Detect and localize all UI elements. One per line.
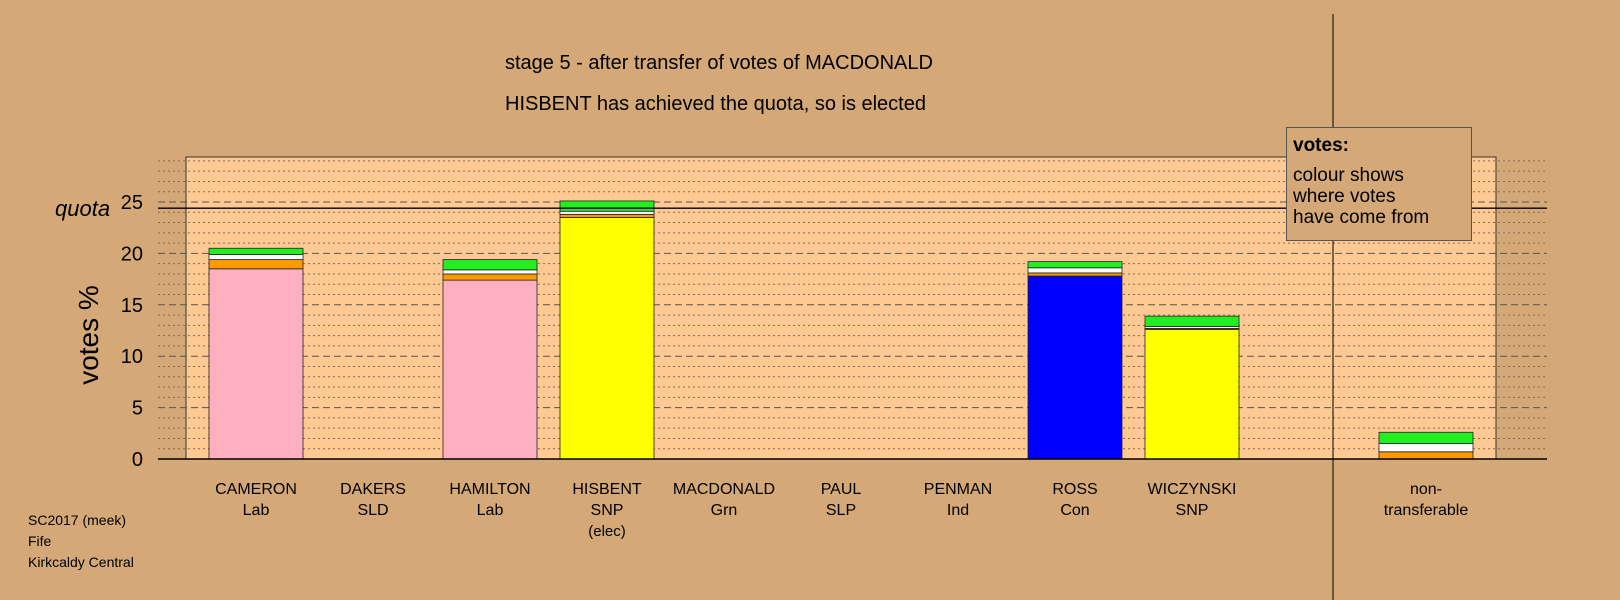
bar-segment [208, 268, 304, 460]
candidate-party: Ind [946, 502, 970, 519]
candidate-name: HISBENT [572, 481, 642, 498]
candidate-party: Grn [710, 502, 738, 519]
candidate-party: Lab [242, 502, 270, 519]
candidate-party: transferable [1383, 502, 1469, 519]
bar-segment [1378, 443, 1474, 453]
candidate-label: CAMERON Lab [196, 479, 316, 521]
y-tick-label: 0 [132, 449, 143, 471]
legend-line: where votes [1293, 186, 1396, 207]
bar-segment [1027, 272, 1123, 277]
y-tick-label: 25 [121, 192, 143, 214]
candidate-name: HAMILTON [449, 481, 531, 498]
bar-segment [1378, 431, 1474, 444]
bar-segment [442, 279, 538, 460]
candidate-label: PENMAN Ind [898, 479, 1018, 521]
candidate-name: DAKERS [340, 481, 406, 498]
elected-note: (elec) [588, 523, 626, 540]
candidate-name: PAUL [820, 481, 862, 498]
legend-title: votes: [1293, 135, 1349, 156]
footer-ward: Kirkcaldy Central [28, 554, 134, 570]
bar-segment [208, 247, 304, 255]
bar-segment [1027, 261, 1123, 269]
bar-segment [559, 210, 655, 215]
bar-segment [442, 273, 538, 281]
candidate-name: MACDONALD [672, 481, 776, 498]
bar-segment [208, 254, 304, 260]
footer-council: Fife [28, 533, 52, 549]
candidate-name: non- [1409, 481, 1443, 498]
bar-segment [1027, 267, 1123, 274]
candidate-label: HISBENT SNP (elec) [547, 479, 667, 542]
candidate-label: DAKERS SLD [313, 479, 433, 521]
quota-label: quota [55, 196, 110, 221]
y-tick-label: 5 [132, 398, 143, 420]
plot-area [185, 156, 1497, 460]
candidate-party: SNP [1175, 502, 1209, 519]
candidate-label: PAUL SLP [781, 479, 901, 521]
candidate-label: ROSS Con [1015, 479, 1135, 521]
candidate-party: SLD [357, 502, 389, 519]
candidate-label: MACDONALD Grn [664, 479, 784, 521]
candidate-name: PENMAN [923, 481, 993, 498]
legend-line: colour shows [1293, 165, 1404, 186]
legend: votes: colour shows where votes have com… [1286, 127, 1472, 241]
bar-segment [559, 200, 655, 212]
candidate-name: ROSS [1052, 481, 1098, 498]
candidate-label: non-transferable [1366, 479, 1486, 521]
candidate-party: SNP [590, 502, 624, 519]
candidate-label: HAMILTON Lab [430, 479, 550, 521]
bar-segment [559, 213, 655, 218]
footer-election: SC2017 (meek) [28, 512, 127, 528]
chart-subtitle: HISBENT has achieved the quota, so is el… [505, 93, 926, 115]
bar-segment [1378, 451, 1474, 460]
bar-segment [208, 259, 304, 270]
bar-segment [1144, 329, 1240, 460]
legend-line: have come from [1293, 207, 1430, 228]
candidate-party: SLP [825, 502, 857, 519]
candidate-label: WICZYNSKI SNP [1132, 479, 1252, 521]
y-axis-label: votes % [73, 285, 104, 385]
bar-segment [442, 269, 538, 275]
candidate-party: Con [1060, 502, 1090, 519]
bar-segment [1144, 315, 1240, 327]
bar-segment [1027, 275, 1123, 460]
bar-segment [559, 217, 655, 460]
chart-title: stage 5 - after transfer of votes of MAC… [505, 52, 933, 74]
y-tick-label: 15 [121, 295, 143, 317]
y-tick-label: 20 [121, 243, 143, 265]
candidate-name: WICZYNSKI [1147, 481, 1237, 498]
bar-segment [442, 259, 538, 271]
candidate-name: CAMERON [215, 481, 297, 498]
y-tick-label: 10 [121, 346, 143, 368]
candidate-party: Lab [476, 502, 504, 519]
